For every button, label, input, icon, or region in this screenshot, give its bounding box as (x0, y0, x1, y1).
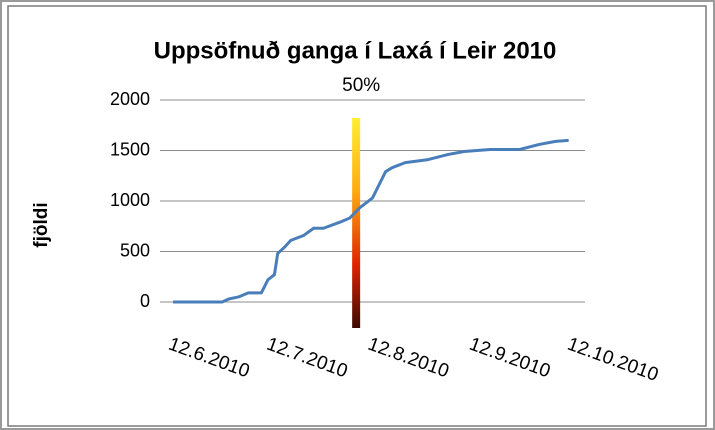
chart-frame (7, 5, 707, 427)
y-axis-label: fjöldi (31, 202, 52, 247)
chart-title: Uppsöfnuð ganga í Laxá í Leir 2010 (154, 37, 557, 64)
y-tick-label: 1000 (110, 190, 150, 210)
data-line (173, 138, 569, 304)
y-tick-label: 500 (120, 240, 150, 260)
y-tick-label: 2000 (110, 89, 150, 109)
y-tick-label: 0 (140, 291, 150, 311)
annotation-marker (352, 118, 361, 328)
annotation-label: 50% (342, 75, 380, 96)
y-tick-label: 1500 (110, 139, 150, 159)
